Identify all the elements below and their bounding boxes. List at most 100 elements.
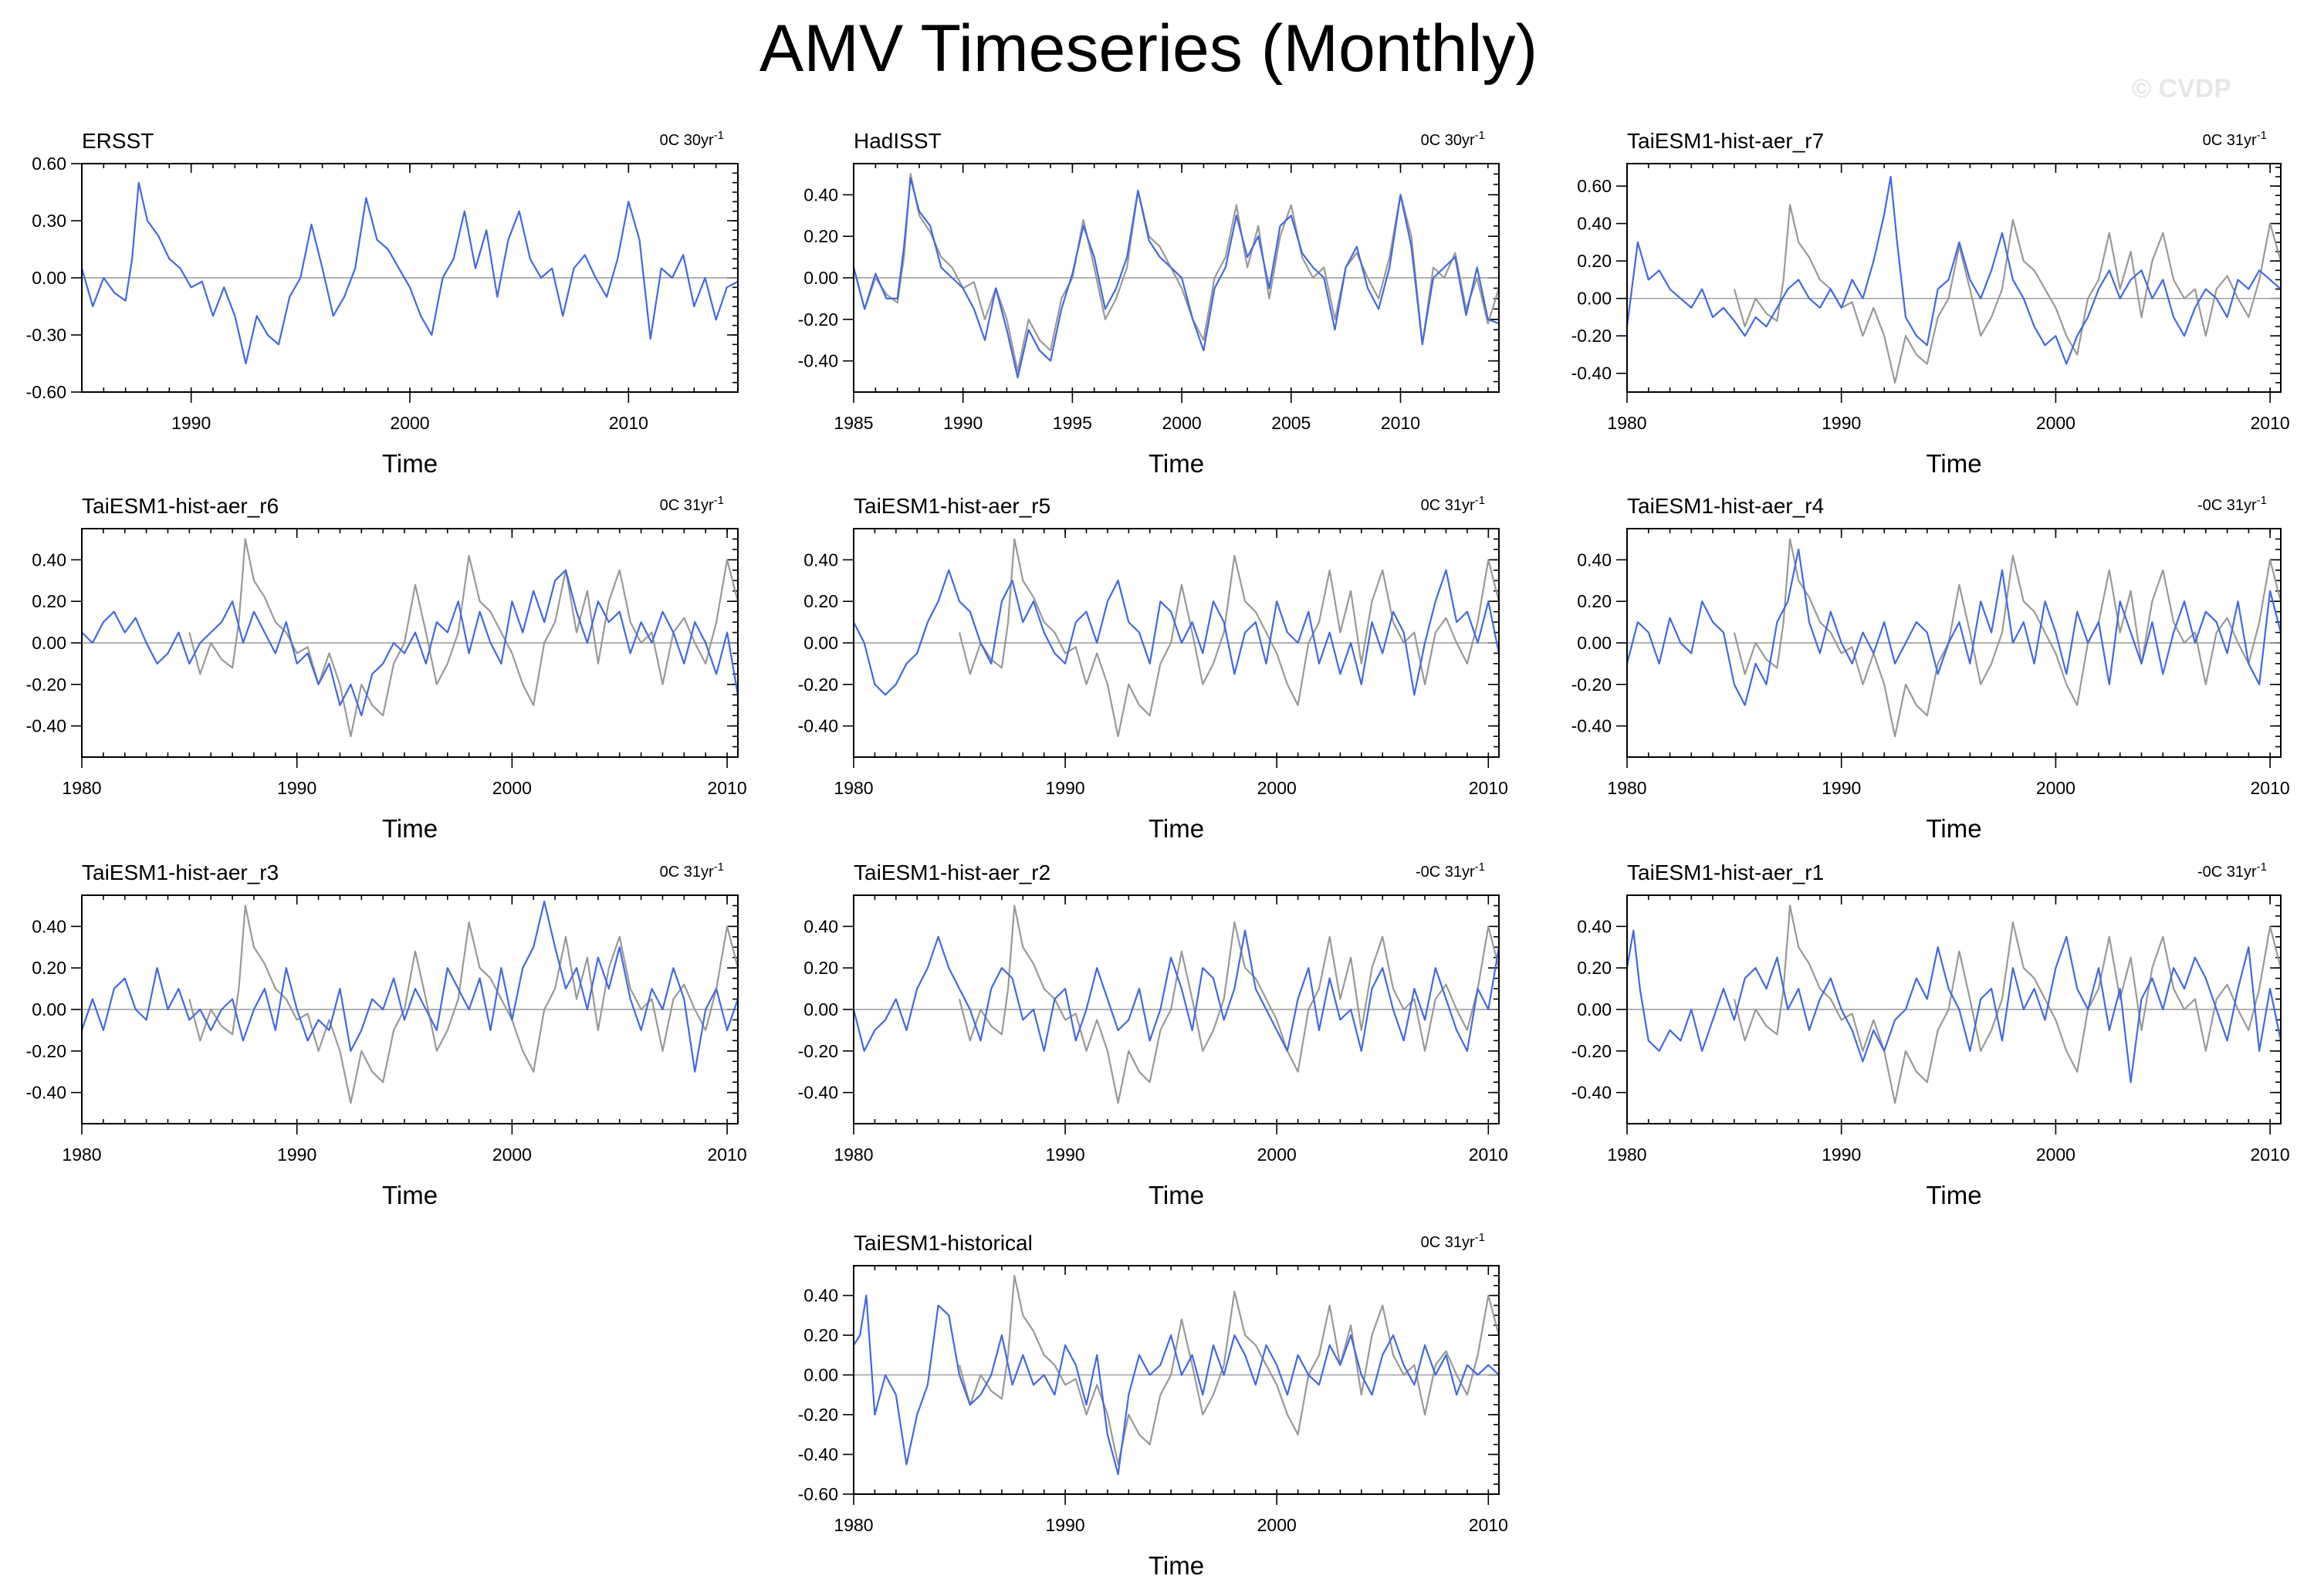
y-tick-label: -0.40 — [798, 1445, 838, 1465]
x-tick-label: 1990 — [1822, 778, 1861, 798]
trend-value: -0C 31yr — [2197, 497, 2257, 514]
x-tick-label: 2000 — [2036, 778, 2075, 798]
y-tick-label: -0.40 — [798, 716, 838, 736]
y-tick-label: -0.20 — [798, 675, 838, 695]
y-tick-label: 0.20 — [1577, 958, 1612, 978]
x-tick-label: 2010 — [2251, 778, 2290, 798]
y-tick-label: 0.40 — [32, 916, 66, 936]
x-axis-title: Time — [1148, 814, 1204, 843]
y-tick-label: -0.40 — [26, 716, 66, 736]
trend-exponent: -1 — [714, 494, 724, 507]
y-tick-label: 0.40 — [803, 549, 838, 570]
plot-frame — [1626, 528, 2282, 758]
chart-panel: -0.60 -0.30 0.00 0.30 0.60 1990 2000 2010 ERSST 0… — [26, 129, 739, 478]
y-tick-label: -0.60 — [26, 382, 66, 402]
x-tick-label: 1985 — [834, 413, 873, 433]
series-line-model — [1625, 929, 2282, 1084]
series-line-model — [80, 181, 739, 365]
series-line-model — [852, 929, 1500, 1052]
x-tick-label: 2010 — [2251, 413, 2290, 433]
y-tick-label: -0.20 — [26, 1041, 66, 1061]
x-tick-label: 1980 — [1607, 778, 1646, 798]
y-tick-label: -0.30 — [26, 325, 66, 345]
x-tick-label: 2000 — [492, 1145, 532, 1165]
y-tick-label: 0.00 — [803, 999, 838, 1019]
x-axis-title: Time — [1926, 449, 1981, 478]
x-tick-label: 1980 — [834, 1515, 873, 1535]
y-tick-label: 0.00 — [32, 633, 66, 653]
plot-frame — [1626, 894, 2282, 1124]
y-tick-label: 0.00 — [803, 268, 838, 288]
y-tick-label: 0.00 — [803, 633, 838, 653]
x-axis-title: Time — [382, 449, 438, 478]
y-tick-label: -0.40 — [1571, 1083, 1612, 1103]
series-line-model — [81, 569, 739, 717]
x-tick-label: 1990 — [171, 413, 211, 433]
x-axis-title: Time — [1926, 814, 1981, 843]
trend-value: 0C 31yr — [660, 864, 714, 881]
chart-panel: -0.40 -0.20 0.00 0.20 0.40 1980 1990 2000 2010 Ta… — [26, 494, 747, 843]
y-tick-label: -0.60 — [798, 1484, 838, 1504]
chart-panel: -0.40 -0.20 0.00 0.20 0.40 1980 1990 2000 2010 Ta… — [1571, 861, 2290, 1209]
chart-panel: -0.40 -0.20 0.00 0.20 0.40 0.60 1980 1990 2000 20… — [1571, 129, 2290, 478]
trend-exponent: -1 — [1475, 861, 1485, 874]
x-tick-label: 1980 — [834, 1145, 873, 1165]
chart-panel: -0.40 -0.20 0.00 0.20 0.40 1985 1990 1995 2000 20… — [798, 129, 1500, 478]
y-tick-label: -0.20 — [1571, 1041, 1612, 1061]
trend-value: -0C 31yr — [2197, 864, 2257, 881]
series-line-model — [1625, 548, 2282, 706]
y-tick-label: 0.00 — [1577, 633, 1612, 653]
y-tick-label: 0.60 — [1577, 176, 1612, 196]
series-line-observed — [188, 905, 739, 1104]
y-tick-label: -0.20 — [798, 1041, 838, 1061]
y-tick-label: -0.20 — [798, 1405, 838, 1425]
y-tick-label: 0.00 — [32, 268, 66, 288]
trend-label: 0C 31yr-1 — [660, 494, 724, 514]
x-tick-label: 2000 — [1257, 778, 1297, 798]
x-tick-label: 1990 — [1046, 1145, 1085, 1165]
x-tick-label: 1990 — [1822, 1145, 1861, 1165]
chart-panel: -0.40 -0.20 0.00 0.20 0.40 1980 1990 2000 2010 Ta… — [798, 861, 1508, 1209]
trend-label: -0C 31yr-1 — [2197, 861, 2267, 881]
y-tick-label: 0.00 — [1577, 999, 1612, 1019]
series-line-observed — [958, 905, 1500, 1104]
trend-label: 0C 31yr-1 — [1421, 494, 1485, 514]
series-line-model — [852, 177, 1500, 379]
x-tick-label: 1980 — [62, 1145, 101, 1165]
x-tick-label: 2000 — [390, 413, 429, 433]
y-tick-label: -0.20 — [798, 309, 838, 330]
panel-title: TaiESM1-hist-aer_r7 — [1627, 129, 1824, 153]
x-tick-label: 2010 — [609, 413, 648, 433]
series-line-observed — [1733, 204, 2282, 384]
x-tick-label: 1995 — [1053, 413, 1092, 433]
x-tick-label: 1980 — [1607, 413, 1646, 433]
y-tick-label: -0.20 — [1571, 326, 1612, 346]
chart-panel: -0.60 -0.40 -0.20 0.00 0.20 0.40 1980 1990 2000 2… — [798, 1231, 1508, 1580]
panel-title: ERSST — [82, 129, 154, 153]
panel-title: TaiESM1-hist-aer_r2 — [854, 861, 1050, 884]
panel-title: TaiESM1-hist-aer_r3 — [82, 861, 279, 884]
plot-frame — [853, 163, 1500, 393]
x-tick-label: 2000 — [1162, 413, 1201, 433]
trend-label: 0C 31yr-1 — [2203, 129, 2267, 149]
trend-exponent: -1 — [714, 129, 724, 142]
y-tick-label: 0.40 — [803, 184, 838, 205]
y-tick-label: 0.30 — [32, 211, 66, 231]
x-axis-title: Time — [1148, 1551, 1204, 1580]
panel-title: TaiESM1-historical — [854, 1231, 1033, 1255]
x-tick-label: 1990 — [1046, 1515, 1085, 1535]
x-axis-title: Time — [1148, 1181, 1204, 1209]
panel-title: HadISST — [854, 129, 942, 153]
y-tick-label: 0.40 — [1577, 549, 1612, 570]
series-line-model — [1625, 175, 2282, 365]
x-tick-label: 2000 — [1257, 1145, 1297, 1165]
trend-exponent: -1 — [1475, 129, 1485, 142]
x-axis-title: Time — [382, 1181, 438, 1209]
x-tick-label: 2000 — [1257, 1515, 1297, 1535]
panel-title: TaiESM1-hist-aer_r5 — [854, 494, 1050, 518]
trend-exponent: -1 — [2257, 494, 2267, 507]
trend-exponent: -1 — [714, 861, 724, 874]
x-tick-label: 1980 — [62, 778, 101, 798]
chart-panel: -0.40 -0.20 0.00 0.20 0.40 1980 1990 2000 2010 Ta… — [26, 861, 747, 1209]
plot-frame — [853, 1265, 1500, 1495]
